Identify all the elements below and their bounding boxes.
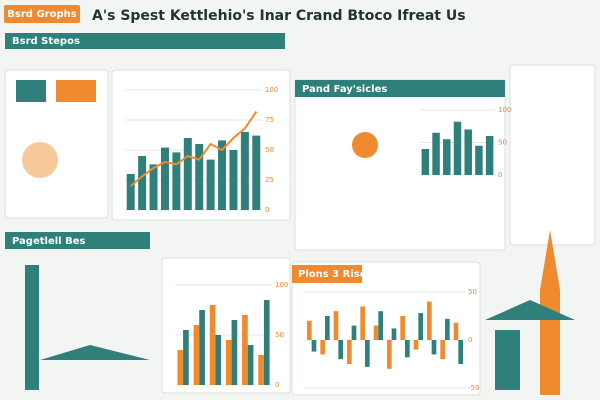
y-tick-label: 75 [265, 116, 274, 124]
bar [453, 322, 459, 340]
roof [40, 345, 150, 360]
bes-header-bg [5, 232, 150, 249]
rises-header: Plons 3 Rises [298, 269, 372, 280]
bar [199, 310, 205, 385]
bar [229, 150, 238, 210]
y-tick-label: 50 [468, 288, 477, 296]
bar [258, 355, 264, 385]
y-tick-label: 100 [275, 281, 288, 289]
bar [206, 159, 215, 210]
bar [193, 325, 200, 385]
bar [231, 320, 238, 385]
title: A's Spest Kettlehio's Inar Crand Btoco I… [92, 8, 466, 24]
bar [252, 135, 261, 210]
icon [16, 80, 46, 102]
y-tick-label: 25 [265, 176, 274, 184]
bar [215, 335, 222, 385]
y-tick-label: 0 [498, 171, 502, 179]
bar [209, 305, 216, 385]
bar [338, 340, 343, 360]
bar [320, 340, 325, 355]
y-tick-label: 0 [265, 206, 269, 214]
y-tick-label: 0 [275, 381, 279, 389]
bar [160, 147, 169, 210]
bar [240, 132, 249, 210]
icon [352, 132, 378, 158]
bar [464, 129, 472, 175]
pavilion [485, 300, 575, 390]
bar [311, 340, 317, 352]
steps-header-bg [5, 33, 285, 49]
rises-panel [291, 261, 481, 396]
icon [22, 142, 58, 178]
bar [365, 340, 370, 367]
y-tick-label: 50 [498, 139, 507, 147]
bar [391, 328, 397, 340]
physicles-header-bg [295, 80, 505, 97]
bar [325, 316, 330, 340]
bar [126, 174, 135, 210]
bar [475, 145, 483, 175]
physicles-panel [294, 79, 506, 251]
bar [387, 340, 392, 369]
bar [263, 300, 270, 385]
bar [177, 350, 184, 385]
bes-header: Pagetlell Bes [12, 236, 85, 247]
bar [360, 306, 365, 340]
badge-bg [4, 5, 80, 23]
icon-panel [4, 69, 109, 219]
bar [351, 325, 357, 340]
bar [373, 325, 379, 340]
bar [378, 311, 383, 340]
bar [431, 340, 437, 355]
icon [56, 80, 96, 102]
bar [445, 318, 450, 340]
bar [183, 138, 192, 210]
y-tick-label: 50 [265, 146, 274, 154]
bar [149, 164, 158, 210]
bar [183, 330, 189, 385]
bar [225, 340, 232, 385]
bar [413, 340, 419, 350]
y-tick-label: 100 [265, 86, 278, 94]
y-tick-label: -50 [468, 384, 479, 392]
y-tick-label: 50 [275, 331, 284, 339]
bar [195, 144, 204, 210]
bar [485, 136, 494, 175]
badge: Bsrd Grophs [7, 9, 76, 20]
tower [25, 265, 39, 390]
bar [421, 149, 430, 175]
line [130, 111, 258, 187]
bar [333, 311, 339, 340]
rises-header-bg [292, 265, 362, 283]
bar [432, 132, 440, 175]
bar [218, 140, 227, 210]
y-tick-label: 100 [498, 106, 511, 114]
bar [247, 345, 254, 385]
bar [400, 316, 405, 340]
bar [443, 139, 451, 175]
bar [138, 156, 147, 210]
bar [440, 340, 445, 360]
side-panel [509, 64, 596, 246]
bar [242, 315, 248, 385]
bar [453, 121, 462, 175]
steps-header: Bsrd Stepos [12, 36, 80, 47]
bar [458, 340, 463, 364]
bar [427, 301, 432, 340]
bar [172, 152, 181, 210]
bar [307, 320, 312, 340]
physicles-header: Pand Fay'sicles [302, 84, 387, 95]
y-tick-label: 0 [468, 336, 472, 344]
bar [347, 340, 352, 364]
bar [405, 340, 410, 358]
bar [418, 313, 423, 340]
